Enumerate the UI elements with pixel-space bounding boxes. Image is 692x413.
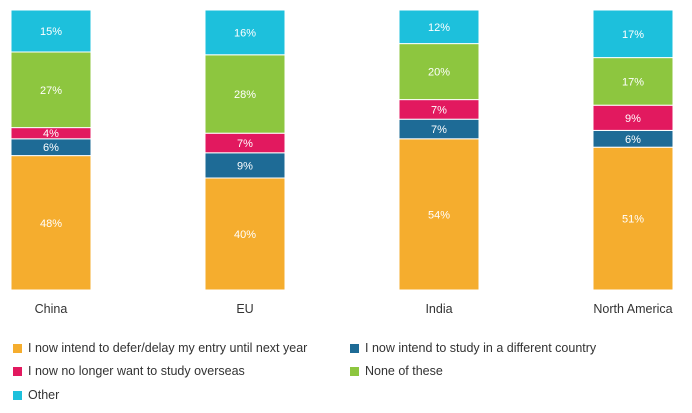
bar-segment-china-s0 <box>10 155 92 291</box>
legend-label-no-longer-overseas: I now no longer want to study overseas <box>28 364 245 378</box>
value-label-india-s2: 7% <box>431 104 447 116</box>
bar-segment-eu-s4 <box>204 9 286 56</box>
legend-item-different-country: I now intend to study in a different cou… <box>350 341 596 355</box>
value-label-eu-s2: 7% <box>237 138 253 150</box>
legend-swatch-other <box>13 390 22 400</box>
bar-segment-eu-s1 <box>204 152 286 179</box>
legend-swatch-none-of-these <box>350 366 359 376</box>
bar-segment-eu-s3 <box>204 54 286 134</box>
x-tick-label-north-america: North America <box>593 302 672 316</box>
value-label-china-s1: 6% <box>43 142 59 154</box>
value-label-eu-s3: 28% <box>234 89 256 101</box>
x-tick-label-china: China <box>35 302 68 316</box>
legend-label-none-of-these: None of these <box>365 364 443 378</box>
value-label-north-america-s0: 51% <box>622 214 644 226</box>
value-label-eu-s1: 9% <box>237 160 253 172</box>
legend-item-defer: I now intend to defer/delay my entry unt… <box>13 341 307 355</box>
x-tick-label-india: India <box>425 302 452 316</box>
legend-item-other: Other <box>13 388 59 402</box>
bar-segment-india-s0 <box>398 138 480 291</box>
bar-segment-north-america-s0 <box>592 146 674 291</box>
bar-segment-eu-s0 <box>204 177 286 291</box>
value-label-india-s4: 12% <box>428 22 450 34</box>
value-label-china-s3: 27% <box>40 85 62 97</box>
value-label-north-america-s4: 17% <box>622 29 644 41</box>
value-label-eu-s0: 40% <box>234 229 256 241</box>
bars-group: 48% 6% 4% 27% 15% 40% 9% 7% 28% 16% 54% 7% 7% 20% 12% 5… <box>10 9 674 291</box>
bar-segment-china-s4 <box>10 9 92 53</box>
legend-item-no-longer-overseas: I now no longer want to study overseas <box>13 364 245 378</box>
value-label-eu-s4: 16% <box>234 27 256 39</box>
value-label-china-s4: 15% <box>40 26 62 38</box>
value-label-north-america-s2: 9% <box>625 113 641 125</box>
legend-swatch-defer <box>13 343 22 353</box>
value-label-india-s0: 54% <box>428 209 450 221</box>
x-axis-labels: China EU India North America <box>35 302 673 316</box>
bar-segment-india-s4 <box>398 9 480 45</box>
legend-swatch-different-country <box>350 343 359 353</box>
value-label-india-s3: 20% <box>428 67 450 79</box>
bar-segment-china-s3 <box>10 51 92 129</box>
x-tick-label-eu: EU <box>236 302 253 316</box>
value-label-north-america-s1: 6% <box>625 134 641 146</box>
value-label-india-s1: 7% <box>431 124 447 136</box>
bar-segment-india-s3 <box>398 43 480 101</box>
legend-label-defer: I now intend to defer/delay my entry unt… <box>28 341 308 355</box>
legend-label-different-country: I now intend to study in a different cou… <box>365 341 597 355</box>
value-label-china-s2: 4% <box>43 128 59 140</box>
value-label-china-s0: 48% <box>40 218 62 230</box>
bar-segment-north-america-s4 <box>592 9 674 59</box>
legend-swatch-no-longer-overseas <box>13 366 22 376</box>
legend-label-other: Other <box>28 388 60 402</box>
bar-segment-north-america-s3 <box>592 57 674 106</box>
bar-segment-north-america-s2 <box>592 104 674 131</box>
legend-item-none-of-these: None of these <box>350 364 443 378</box>
value-label-north-america-s3: 17% <box>622 76 644 88</box>
